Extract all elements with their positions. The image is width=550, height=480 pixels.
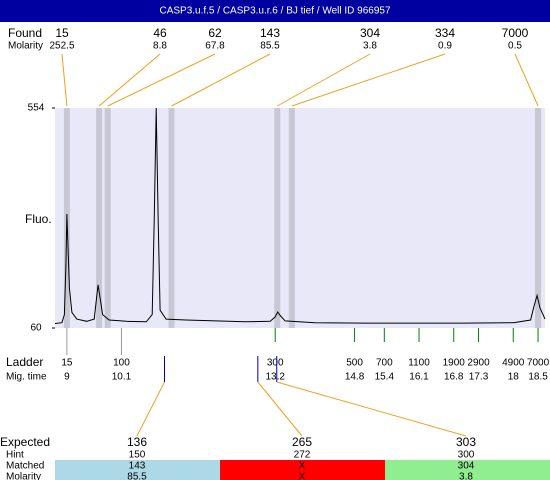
cell — [385, 460, 550, 480]
found-molarity: 85.5 — [260, 41, 280, 52]
ladder-time: 9 — [64, 372, 70, 383]
cell — [220, 460, 385, 480]
found-molarity: 3.8 — [363, 41, 377, 52]
ladder-time: 16.1 — [409, 372, 429, 383]
found-size: 7000 — [502, 26, 529, 40]
matched-molarity: 85.5 — [127, 472, 147, 480]
ladder-size: 2900 — [467, 358, 490, 369]
hint-label: Hint — [6, 450, 24, 461]
found-molarity: 67.8 — [205, 41, 225, 52]
time-label: Mig. time — [6, 372, 47, 383]
trace — [54, 107, 546, 324]
title: CASP3.u.f.5 / CASP3.u.r.6 / BJ tief / We… — [159, 6, 390, 17]
y-tick-label: 60 — [30, 323, 42, 334]
ladder-time: 13.2 — [265, 372, 285, 383]
ladder-size: 500 — [346, 358, 363, 369]
ladder-size: 100 — [113, 358, 130, 369]
expected-size: 303 — [456, 435, 476, 449]
found-molarity: 0.9 — [438, 41, 452, 52]
expected-size: 265 — [292, 435, 312, 449]
found-link — [61, 53, 68, 107]
ladder-size: 700 — [376, 358, 393, 369]
found-band — [168, 108, 175, 328]
expected-link — [257, 381, 303, 437]
matched: 304 — [458, 461, 475, 472]
found-band — [274, 108, 281, 328]
molarity-label: Molarity — [8, 41, 43, 52]
found-link — [291, 53, 446, 107]
found-link — [171, 53, 271, 107]
ladder-time: 18 — [508, 372, 520, 383]
found-label: Found — [8, 26, 42, 40]
hint: 272 — [294, 450, 311, 461]
ladder-time: 15.4 — [375, 372, 395, 383]
plot-area — [55, 108, 545, 328]
matched: 143 — [129, 461, 146, 472]
matched-label: Matched — [6, 461, 44, 472]
matched-molarity: X — [299, 472, 306, 480]
expected-label: Expected — [0, 435, 50, 449]
cell — [55, 460, 220, 480]
y-label: Fluo. — [25, 212, 52, 226]
y-tick-label: 554 — [28, 103, 45, 114]
ladder-time: 16.8 — [444, 372, 464, 383]
found-size: 143 — [260, 26, 280, 40]
ladder-time: 14.8 — [345, 372, 365, 383]
found-link — [277, 53, 371, 107]
found-band — [96, 108, 103, 328]
molarity-label: Molarity — [6, 472, 41, 480]
expected-link — [276, 381, 467, 437]
ladder-size: 15 — [61, 358, 73, 369]
found-link — [107, 53, 216, 107]
ladder-size: 1900 — [443, 358, 466, 369]
found-link — [514, 53, 539, 107]
found-size: 15 — [55, 26, 69, 40]
ladder-time: 18.5 — [528, 372, 548, 383]
found-band — [288, 108, 295, 328]
found-band — [535, 108, 542, 328]
ladder-time: 17.3 — [469, 372, 489, 383]
found-link — [98, 53, 161, 107]
matched: X — [299, 461, 306, 472]
hint: 150 — [129, 450, 146, 461]
expected-size: 136 — [127, 435, 147, 449]
found-size: 46 — [153, 26, 167, 40]
found-molarity: 0.5 — [508, 41, 522, 52]
found-molarity: 8.8 — [153, 41, 167, 52]
expected-link — [136, 381, 165, 437]
ladder-label: Ladder — [6, 355, 43, 369]
ladder-size: 1100 — [408, 358, 430, 369]
found-band — [104, 108, 111, 328]
hint: 300 — [458, 450, 475, 461]
title-bar — [0, 0, 550, 22]
ladder-size: 300 — [267, 358, 284, 369]
ladder-time: 10.1 — [112, 372, 132, 383]
ladder-size: 4900 — [502, 358, 525, 369]
found-size: 62 — [208, 26, 222, 40]
found-size: 334 — [435, 26, 455, 40]
ladder-size: 7000 — [527, 358, 550, 369]
found-molarity: 252.5 — [49, 41, 74, 52]
matched-molarity: 3.8 — [459, 472, 473, 480]
found-size: 304 — [360, 26, 380, 40]
